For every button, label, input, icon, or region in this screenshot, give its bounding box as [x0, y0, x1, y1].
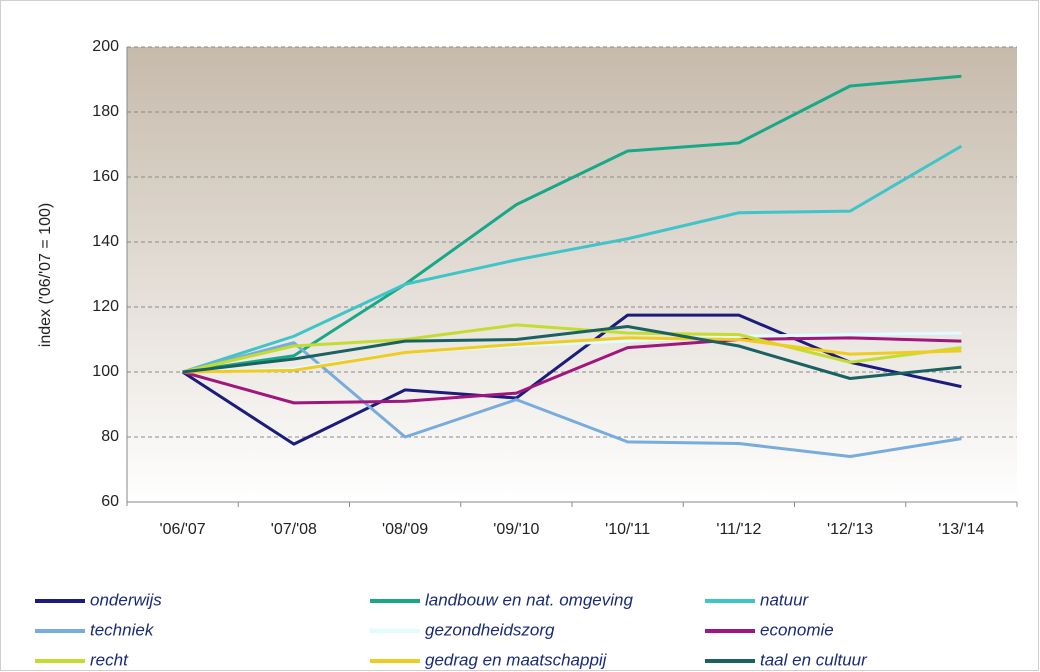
y-tick-label: 60 — [101, 493, 119, 510]
y-tick-label: 100 — [92, 363, 119, 380]
legend-label: techniek — [90, 620, 155, 639]
x-tick-label: '08/'09 — [382, 521, 428, 538]
plot-area — [127, 47, 1017, 502]
x-tick-label: '12/'13 — [827, 521, 873, 538]
series-line — [182, 323, 962, 374]
series-line — [182, 144, 963, 374]
series-line — [182, 336, 962, 405]
y-axis-label: index ('06/'07 = 100) — [37, 203, 54, 347]
series-line — [181, 313, 962, 446]
x-tick-label: '06/'07 — [160, 521, 206, 538]
legend-label: economie — [760, 620, 834, 639]
series-line — [182, 336, 962, 374]
series-line — [182, 325, 962, 380]
legend-label: recht — [90, 650, 129, 669]
x-tick-label: '11/'12 — [716, 521, 761, 538]
x-tick-label: '10/'11 — [605, 521, 650, 538]
x-tick-label: '13/'14 — [938, 521, 984, 538]
legend-label: gedrag en maatschappij — [425, 650, 608, 669]
legend-label: onderwijs — [90, 590, 162, 609]
y-tick-label: 180 — [92, 103, 119, 120]
y-tick-label: 140 — [92, 233, 119, 250]
y-tick-label: 160 — [92, 168, 119, 185]
x-tick-label: '07/'08 — [271, 521, 317, 538]
series-line — [182, 341, 962, 458]
x-tick-label: '09/'10 — [493, 521, 539, 538]
y-tick-label: 80 — [101, 428, 119, 445]
y-tick-label: 120 — [92, 298, 119, 315]
legend-label: landbouw en nat. omgeving — [425, 590, 633, 609]
legend-label: taal en cultuur — [760, 650, 868, 669]
legend-label: gezondheidszorg — [425, 620, 555, 639]
legend-label: natuur — [760, 590, 810, 609]
y-tick-label: 200 — [92, 38, 119, 55]
